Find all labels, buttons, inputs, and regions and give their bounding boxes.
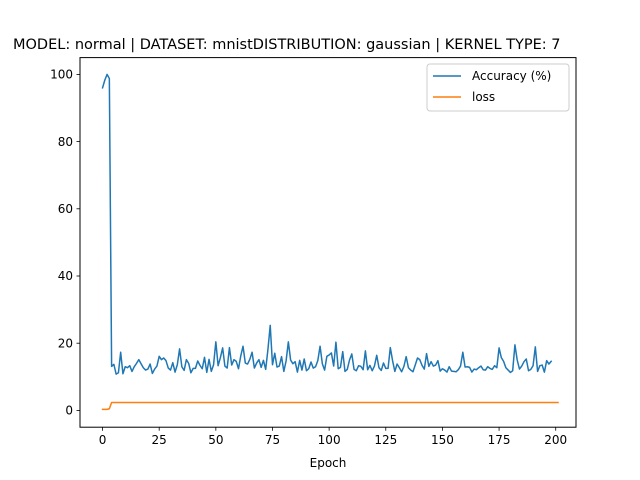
x-tick-label: 50 (208, 433, 223, 447)
legend-box (426, 63, 570, 112)
legend: Accuracy (%) loss (426, 63, 570, 112)
x-tick-label: 0 (99, 433, 107, 447)
y-tick-label: 20 (58, 336, 73, 350)
x-axis-label: Epoch (310, 456, 347, 470)
y-tick-label: 0 (65, 404, 73, 418)
plot-area-frame (79, 57, 577, 428)
x-tick-label: 200 (544, 433, 567, 447)
x-tick-label: 150 (431, 433, 454, 447)
legend-accuracy-label: Accuracy (%) (472, 69, 551, 83)
x-tick-label: 175 (488, 433, 511, 447)
loss-series-line (101, 401, 559, 411)
y-tick-label: 40 (58, 269, 73, 283)
y-axis: 0 20 40 60 80 100 (50, 68, 80, 418)
x-tick-label: 75 (265, 433, 280, 447)
x-tick-label: 125 (374, 433, 397, 447)
accuracy-series-line (101, 73, 553, 375)
legend-loss-label: loss (472, 90, 495, 104)
y-tick-label: 80 (58, 135, 73, 149)
y-tick-label: 60 (58, 202, 73, 216)
series-layer (101, 73, 559, 411)
y-tick-label: 100 (50, 68, 73, 82)
x-tick-label: 100 (318, 433, 341, 447)
chart-title: MODEL: normal | DATASET: mnistDISTRIBUTI… (13, 37, 560, 53)
x-tick-label: 25 (152, 433, 167, 447)
x-axis: 0 25 50 75 100 125 150 175 200 (99, 427, 567, 447)
